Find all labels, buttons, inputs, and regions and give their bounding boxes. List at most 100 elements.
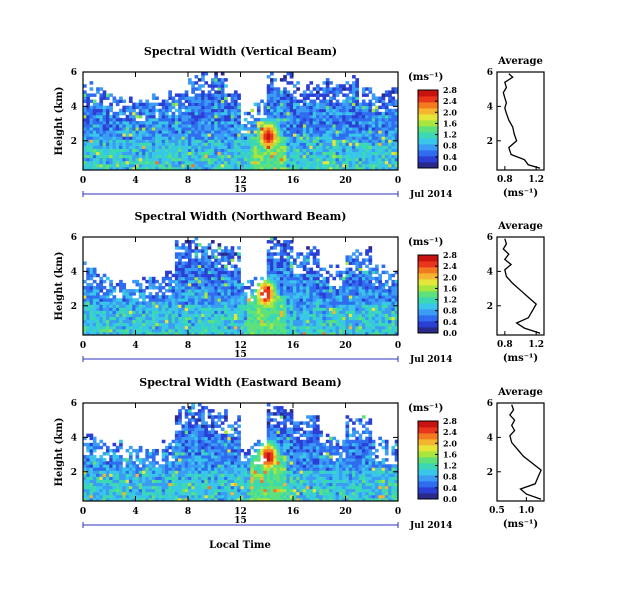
heatmap-cell — [201, 145, 205, 149]
heatmap-cell — [217, 267, 222, 272]
heatmap-cell — [194, 282, 199, 287]
heatmap-cell — [279, 258, 284, 262]
heatmap-cell — [342, 331, 346, 336]
heatmap-cell — [365, 301, 369, 305]
heatmap-cell — [148, 322, 153, 327]
heatmap-cell — [207, 298, 212, 302]
heatmap-cell — [181, 319, 186, 324]
heatmap-cell — [391, 319, 396, 324]
heatmap-cell — [201, 313, 205, 318]
heatmap-cell — [168, 114, 172, 119]
heatmap-cell — [352, 111, 356, 116]
heatmap-cell — [283, 78, 287, 82]
heatmap-cell — [371, 322, 376, 327]
heatmap-cell — [115, 124, 120, 128]
heatmap-cell — [250, 139, 255, 143]
heatmap-cell — [296, 114, 300, 119]
heatmap-cell — [237, 279, 241, 284]
heatmap-cell — [375, 310, 379, 314]
heatmap-cell — [279, 78, 284, 82]
heatmap-cell — [197, 99, 202, 104]
heatmap-cell — [266, 261, 271, 265]
heatmap-cell — [105, 488, 110, 493]
heatmap-cell — [105, 111, 110, 116]
heatmap-cell — [266, 108, 271, 113]
heatmap-cell — [96, 142, 100, 146]
heatmap-cell — [329, 310, 333, 314]
heatmap-cell — [178, 252, 182, 256]
colorbar: 0.00.40.81.21.62.02.42.8 — [417, 250, 457, 338]
heatmap-cell — [178, 121, 182, 125]
heatmap-cell — [132, 313, 136, 318]
heatmap-cell — [178, 99, 182, 104]
heatmap-cell — [312, 148, 317, 153]
heatmap-cell — [155, 145, 159, 149]
heatmap-cell — [309, 292, 314, 296]
heatmap-cell — [381, 331, 386, 336]
heatmap-cell — [112, 295, 117, 299]
heatmap-cell — [204, 93, 209, 97]
heatmap-cell — [214, 157, 218, 162]
heatmap-cell — [210, 298, 215, 302]
heatmap-cell — [230, 136, 235, 140]
heatmap-cell — [348, 304, 353, 308]
heatmap-cell — [214, 279, 218, 284]
heatmap-cell — [83, 148, 87, 153]
heatmap-cell — [184, 111, 189, 116]
heatmap-cell — [197, 121, 202, 125]
heatmap-cell — [263, 298, 268, 302]
heatmap-cell — [289, 111, 294, 116]
heatmap-cell — [230, 108, 235, 113]
heatmap-cell — [355, 319, 360, 324]
heatmap-cell — [188, 163, 192, 168]
heatmap-cell — [315, 148, 320, 153]
heatmap-cell — [381, 298, 386, 302]
heatmap-cell — [361, 276, 366, 281]
heatmap-cell — [86, 93, 90, 97]
heatmap-cell — [217, 93, 222, 97]
heatmap-cell — [174, 325, 179, 330]
heatmap-cell — [224, 130, 228, 134]
heatmap-cell — [329, 289, 333, 293]
heatmap-cell — [89, 482, 94, 487]
heatmap-cell — [217, 298, 222, 302]
heatmap-cell — [361, 331, 366, 336]
heatmap-cell — [230, 96, 235, 100]
heatmap-cell — [322, 90, 327, 94]
heatmap-cell — [358, 286, 363, 290]
heatmap-cell — [155, 96, 159, 100]
heatmap-cell — [293, 99, 297, 104]
heatmap-cell — [119, 482, 123, 487]
heatmap-cell — [388, 273, 392, 278]
heatmap-cell — [302, 117, 307, 122]
heatmap-cell — [135, 124, 140, 128]
heatmap-cell — [161, 279, 166, 284]
heatmap-cell — [306, 252, 310, 256]
heatmap-cell — [394, 166, 399, 171]
heatmap-cell — [155, 142, 159, 146]
heatmap-cell — [86, 292, 90, 296]
heatmap-cell — [319, 124, 323, 128]
heatmap-cell — [125, 121, 130, 125]
heatmap-cell — [112, 455, 117, 459]
heatmap-cell — [132, 448, 136, 453]
heatmap-cell — [145, 102, 150, 107]
heatmap-cell — [220, 313, 225, 318]
heatmap-cell — [89, 121, 94, 125]
heatmap-cell — [319, 151, 323, 156]
heatmap-cell — [158, 310, 163, 314]
heatmap-cell — [161, 304, 166, 308]
heatmap-cell — [86, 286, 90, 290]
heatmap-cell — [145, 325, 150, 330]
heatmap-cell — [270, 252, 274, 256]
heatmap-cell — [109, 316, 113, 321]
heatmap-cell — [345, 286, 350, 290]
average-x-tick-label: 1.2 — [528, 175, 544, 185]
heatmap-cell — [391, 310, 396, 314]
heatmap-cell — [250, 108, 255, 113]
heatmap-cell — [266, 258, 271, 262]
heatmap-cell — [142, 136, 146, 140]
heatmap-cell — [270, 154, 274, 159]
heatmap-cell — [105, 319, 110, 324]
heatmap-cell — [253, 136, 258, 140]
